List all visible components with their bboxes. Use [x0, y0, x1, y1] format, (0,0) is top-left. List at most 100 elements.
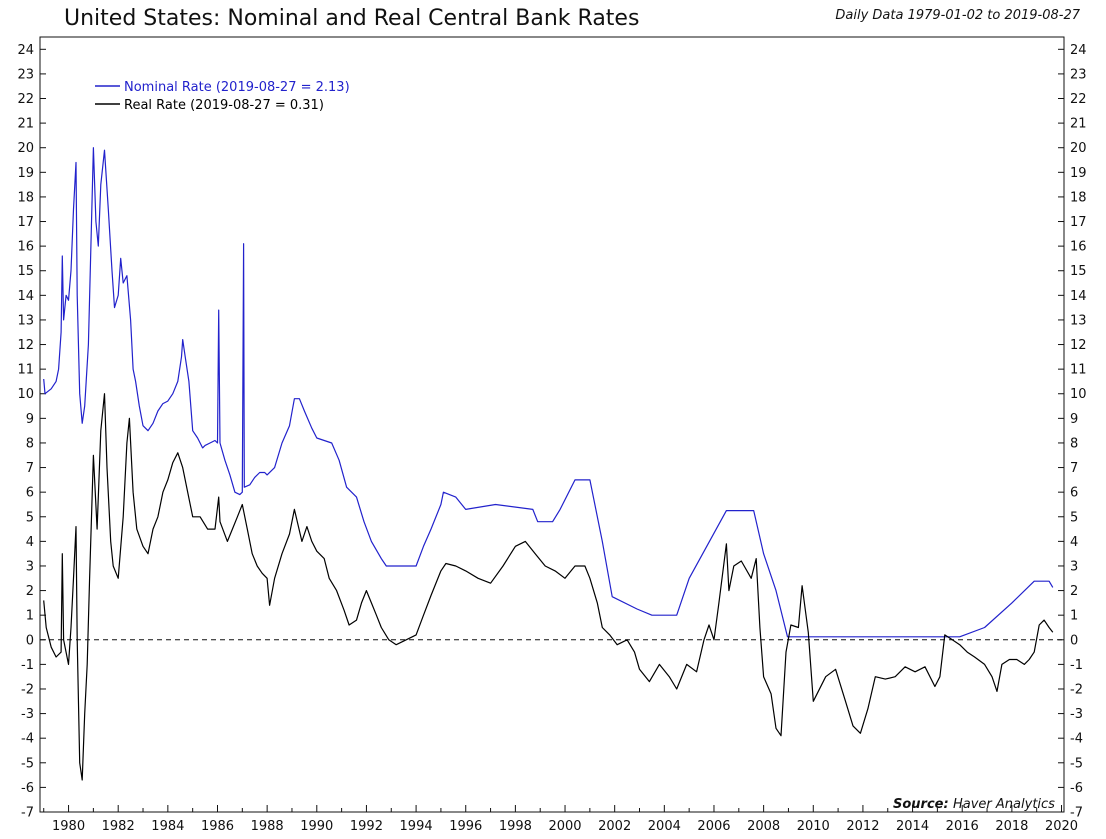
y-tick-label-right: 21 [1070, 117, 1087, 132]
y-tick-label-right: 9 [1070, 412, 1078, 427]
y-tick-label-left: 3 [26, 559, 34, 574]
y-axis-left: -7-6-5-4-3-2-101234567891011121314151617… [17, 43, 46, 821]
y-tick-label-right: 10 [1070, 387, 1087, 402]
x-tick-label: 1980 [52, 819, 85, 834]
y-tick-label-right: 17 [1070, 215, 1087, 230]
y-tick-label-right: 14 [1070, 289, 1087, 304]
y-tick-label-left: 8 [26, 436, 34, 451]
y-tick-label-right: 4 [1070, 535, 1078, 550]
y-tick-label-right: 11 [1070, 363, 1087, 378]
y-tick-label-left: 17 [17, 215, 34, 230]
x-tick-label: 2018 [995, 819, 1028, 834]
y-tick-label-right: 6 [1070, 486, 1078, 501]
y-tick-label-right: 5 [1070, 510, 1078, 525]
y-tick-label-right: 12 [1070, 338, 1087, 353]
y-tick-label-left: -5 [21, 756, 34, 771]
x-tick-label: 1998 [499, 819, 532, 834]
y-tick-label-right: 3 [1070, 559, 1078, 574]
x-tick-label: 1990 [300, 819, 333, 834]
y-tick-label-right: 13 [1070, 313, 1087, 328]
y-tick-label-right: 20 [1070, 141, 1087, 156]
y-tick-label-left: 15 [17, 264, 34, 279]
y-tick-label-right: 15 [1070, 264, 1087, 279]
legend-label-real-rate: Real Rate (2019-08-27 = 0.31) [124, 98, 324, 113]
y-tick-label-left: 7 [26, 461, 34, 476]
source-label: Source: [893, 797, 949, 812]
x-tick-label: 1988 [251, 819, 284, 834]
y-tick-label-left: 21 [17, 117, 34, 132]
y-tick-label-right: 8 [1070, 436, 1078, 451]
x-tick-label: 2008 [747, 819, 780, 834]
y-tick-label-left: 20 [17, 141, 34, 156]
x-tick-label: 2002 [598, 819, 631, 834]
y-tick-label-left: 19 [17, 166, 34, 181]
series-line-nominal-rate [43, 147, 1054, 638]
y-tick-label-right: 0 [1070, 633, 1078, 648]
y-tick-label-left: 18 [17, 190, 34, 205]
y-tick-label-right: 24 [1070, 43, 1087, 58]
y-tick-label-right: -7 [1070, 806, 1083, 821]
y-tick-label-left: 14 [17, 289, 34, 304]
x-tick-label: 2016 [946, 819, 979, 834]
x-tick-label: 1994 [400, 819, 433, 834]
x-tick-label: 2020 [1045, 819, 1078, 834]
x-axis: 1980 1982 1984 1986 1988 1990 1992 1994 1996 1998… [43, 805, 1078, 834]
x-tick-label: 2006 [697, 819, 730, 834]
x-tick-label: 1986 [201, 819, 234, 834]
y-tick-label-right: 19 [1070, 166, 1087, 181]
y-tick-label-right: 18 [1070, 190, 1087, 205]
x-tick-label: 2014 [896, 819, 929, 834]
y-tick-label-left: 4 [26, 535, 34, 550]
y-tick-label-left: 2 [26, 584, 34, 599]
y-tick-label-right: 2 [1070, 584, 1078, 599]
chart-title: United States: Nominal and Real Central … [64, 6, 640, 31]
y-tick-label-left: -6 [21, 781, 34, 796]
y-tick-label-left: 24 [17, 43, 34, 58]
y-tick-label-right: 7 [1070, 461, 1078, 476]
y-axis-right: -7-6-5-4-3-2-101234567891011121314151617… [1058, 43, 1087, 821]
y-tick-label-left: 16 [17, 240, 34, 255]
y-tick-label-right: -6 [1070, 781, 1083, 796]
y-tick-label-left: 1 [26, 609, 34, 624]
x-tick-label: 2000 [548, 819, 581, 834]
legend-label-nominal-rate: Nominal Rate (2019-08-27 = 2.13) [124, 80, 350, 95]
y-tick-label-left: -4 [21, 732, 34, 747]
x-tick-label: 1992 [350, 819, 383, 834]
y-tick-label-right: -4 [1070, 732, 1083, 747]
y-tick-label-left: -2 [21, 682, 34, 697]
x-tick-label: 2012 [846, 819, 879, 834]
series-layer [43, 147, 1054, 781]
chart-subtitle: Daily Data 1979-01-02 to 2019-08-27 [835, 8, 1080, 23]
x-tick-label: 1984 [151, 819, 184, 834]
x-tick-label: 2004 [648, 819, 681, 834]
y-tick-label-left: -7 [21, 806, 34, 821]
x-tick-label: 1982 [102, 819, 135, 834]
y-tick-label-right: 22 [1070, 92, 1087, 107]
x-tick-label: 1996 [449, 819, 482, 834]
y-tick-label-left: -1 [21, 658, 34, 673]
y-tick-label-left: 23 [17, 67, 34, 82]
y-tick-label-right: 16 [1070, 240, 1087, 255]
x-tick-label: 2010 [797, 819, 830, 834]
y-tick-label-left: -3 [21, 707, 34, 722]
y-tick-label-right: -1 [1070, 658, 1083, 673]
y-tick-label-right: 1 [1070, 609, 1078, 624]
legend: Nominal Rate (2019-08-27 = 2.13) Real Ra… [95, 80, 350, 113]
y-tick-label-left: 22 [17, 92, 34, 107]
y-tick-label-left: 9 [26, 412, 34, 427]
y-tick-label-right: -5 [1070, 756, 1083, 771]
y-tick-label-left: 12 [17, 338, 34, 353]
plot-frame [39, 36, 1065, 813]
y-tick-label-right: -2 [1070, 682, 1083, 697]
y-tick-label-right: -3 [1070, 707, 1083, 722]
y-tick-label-left: 13 [17, 313, 34, 328]
y-tick-label-left: 6 [26, 486, 34, 501]
y-tick-label-left: 0 [26, 633, 34, 648]
y-tick-label-left: 11 [17, 363, 34, 378]
y-tick-label-left: 10 [17, 387, 34, 402]
source-value: Haver Analytics [953, 797, 1055, 812]
series-line-real-rate [43, 393, 1054, 781]
y-tick-label-left: 5 [26, 510, 34, 525]
y-tick-label-right: 23 [1070, 67, 1087, 82]
